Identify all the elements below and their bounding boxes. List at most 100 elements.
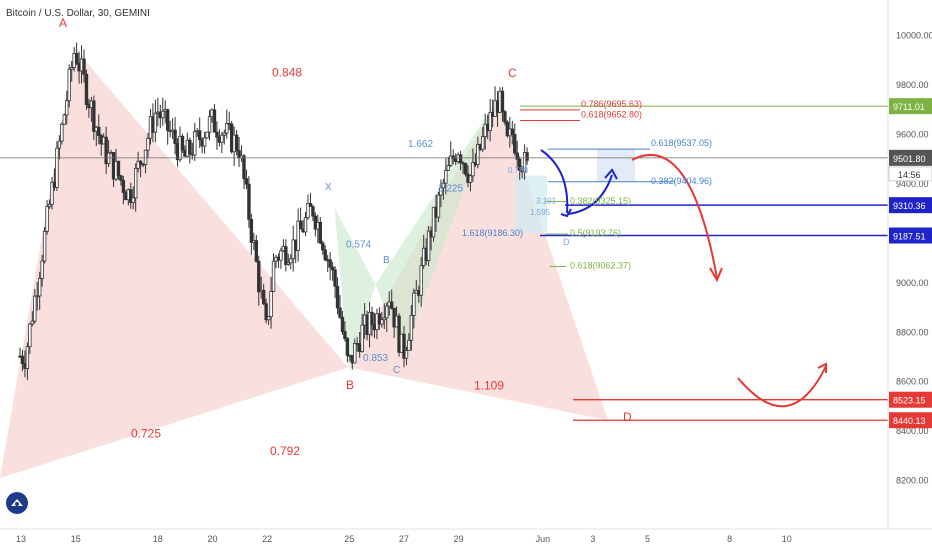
candle-body <box>382 317 387 321</box>
point-label-D-big: D <box>623 410 632 424</box>
price-tag-label: 8523.15 <box>893 396 926 406</box>
countdown-label: 14:56 <box>898 170 921 180</box>
candle-body <box>286 262 291 265</box>
point-label-B-big: B <box>346 378 354 392</box>
time-tick-label: 29 <box>454 534 464 544</box>
candle-body <box>244 178 249 185</box>
candle-body <box>173 129 177 145</box>
arrow-red-down-head <box>709 267 723 283</box>
time-tick-label: 27 <box>399 534 409 544</box>
ratio-label-0725: 0.725 <box>131 427 161 441</box>
price-tick-label: 9600.00 <box>896 130 929 140</box>
point-label-X-small: X <box>325 182 332 193</box>
fib-label-1618: 1.618(9186.30) <box>462 228 523 238</box>
candle-body <box>205 131 209 139</box>
candle-body <box>308 203 313 207</box>
time-tick-label: 22 <box>262 534 272 544</box>
candle-body <box>311 206 315 217</box>
candle-body <box>345 338 350 356</box>
arrow-blue-up <box>567 174 613 215</box>
price-tag <box>889 412 932 429</box>
candle-body <box>37 278 42 297</box>
candle-body <box>409 315 414 341</box>
candle-body <box>161 110 165 119</box>
ratio-label-1595: 1.595 <box>530 208 551 217</box>
candle-body <box>404 350 409 359</box>
candle-body <box>30 320 35 325</box>
time-tick-label: 15 <box>71 534 81 544</box>
candle-body <box>318 222 323 244</box>
candle-body <box>143 149 148 165</box>
candle-body <box>389 301 394 309</box>
candle-body <box>69 67 74 70</box>
arrow-red-down <box>631 154 718 279</box>
candle-body <box>165 109 170 131</box>
candle-body <box>451 155 455 160</box>
fib-label-0382-blue: 0.382(9404.96) <box>651 176 712 186</box>
candle-body <box>353 342 357 364</box>
arrow-blue-up-head <box>604 168 618 180</box>
price-tick-label: 9800.00 <box>896 80 929 90</box>
candle-body <box>207 116 212 133</box>
fib-label-0382-green: 0.382(9325.15) <box>570 196 631 206</box>
candle-body <box>513 134 517 154</box>
candle-body <box>146 137 150 151</box>
candle-body <box>321 242 325 251</box>
candle-body <box>426 230 431 261</box>
price-tick-label: 8800.00 <box>896 327 929 337</box>
candle-body <box>188 139 192 155</box>
time-tick-label: 13 <box>16 534 26 544</box>
candle-body <box>84 73 89 105</box>
candle-body <box>257 260 261 293</box>
candle-body <box>458 154 463 164</box>
price-tag <box>889 391 932 408</box>
candle-body <box>234 134 239 151</box>
candle-body <box>468 175 473 183</box>
candle-body <box>82 58 86 75</box>
candle-body <box>323 249 327 261</box>
candle-body <box>47 203 52 208</box>
candle-body <box>92 100 96 132</box>
candle-body <box>202 137 207 147</box>
price-tag <box>889 98 932 115</box>
price-tick-label: 10000.00 <box>896 31 932 41</box>
candle-body <box>503 111 507 123</box>
candle-body <box>481 136 485 150</box>
candle-body <box>254 240 259 262</box>
ratio-label-3191: 3.191 <box>536 196 557 205</box>
candle-body <box>133 167 138 199</box>
candle-body <box>97 126 101 136</box>
fib-label-0618-green: 0.618(9062.37) <box>570 260 631 270</box>
candle-body <box>74 53 79 64</box>
candle-body <box>138 160 143 165</box>
candle-body <box>436 194 441 218</box>
projection-box-small <box>515 175 547 233</box>
candle-body <box>197 130 202 141</box>
candle-body <box>40 260 44 279</box>
candle-body <box>225 123 229 134</box>
price-tag <box>889 227 932 244</box>
price-tick-label: 8400.00 <box>896 426 929 436</box>
candle-body <box>303 217 308 233</box>
candle-body <box>444 169 448 184</box>
price-tag-label: 8440.13 <box>893 416 926 426</box>
candle-body <box>271 260 276 292</box>
candle-body <box>360 324 364 352</box>
candle-body <box>446 165 451 171</box>
candle-body <box>131 197 135 204</box>
candle-body <box>419 265 423 296</box>
ratio-label-3225: 3.225 <box>438 184 463 195</box>
candle-body <box>510 128 514 135</box>
time-tick-label: 10 <box>782 534 792 544</box>
countdown-box <box>888 166 932 182</box>
candle-body <box>65 100 69 116</box>
candle-body <box>25 346 30 369</box>
ratio-label-0848: 0.848 <box>272 66 302 80</box>
point-label-D-mini: D <box>563 237 570 247</box>
pattern-small-bcd <box>375 97 499 356</box>
candle-body <box>431 206 436 238</box>
tradingview-logo-icon[interactable] <box>6 492 28 514</box>
candle-body <box>343 331 347 339</box>
